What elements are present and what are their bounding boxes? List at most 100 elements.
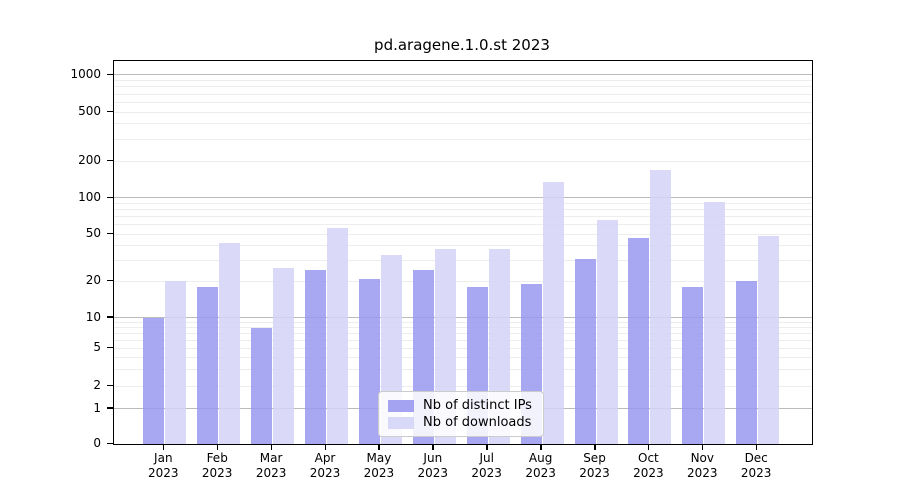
x-tick-mark bbox=[378, 445, 380, 450]
bar-downloads bbox=[596, 219, 618, 444]
bar-downloads bbox=[758, 236, 780, 444]
bar-distinct-ips bbox=[574, 258, 596, 444]
x-tick-mark bbox=[755, 445, 758, 450]
month-label: Apr bbox=[314, 451, 336, 465]
minor-gridline bbox=[114, 280, 812, 282]
y-tick-mark bbox=[106, 442, 113, 444]
x-tick-label: May 2023 bbox=[352, 451, 406, 481]
x-tick-mark bbox=[324, 445, 326, 450]
y-tick-mark bbox=[106, 384, 113, 386]
minor-gridline bbox=[114, 233, 812, 235]
minor-gridline bbox=[114, 356, 812, 358]
y-tick-mark bbox=[106, 346, 113, 349]
x-tick-label: Jun 2023 bbox=[406, 451, 460, 481]
y-tick-label: 2 bbox=[93, 378, 101, 392]
minor-gridline bbox=[114, 385, 812, 387]
x-tick-label: Apr 2023 bbox=[298, 451, 352, 481]
minor-gridline bbox=[114, 160, 812, 162]
month-label: Nov bbox=[690, 451, 714, 465]
x-tick-mark bbox=[162, 445, 165, 450]
x-tick-label: Jul 2023 bbox=[460, 451, 514, 481]
legend-swatch-distinct-ips bbox=[388, 399, 414, 412]
minor-gridline bbox=[114, 224, 812, 226]
month-label: Oct bbox=[638, 451, 659, 465]
y-tick-label: 10 bbox=[85, 309, 101, 324]
month-label: Feb bbox=[206, 451, 228, 465]
minor-gridline bbox=[114, 332, 812, 334]
major-gridline bbox=[114, 317, 812, 319]
chart-title: pd.aragene.1.0.st 2023 bbox=[374, 36, 550, 54]
year-label: 2023 bbox=[363, 466, 395, 480]
bar-downloads bbox=[704, 202, 726, 444]
minor-gridline bbox=[114, 80, 812, 82]
bar-distinct-ips bbox=[143, 317, 165, 444]
year-label: 2023 bbox=[525, 466, 556, 480]
legend-label-downloads: Nb of downloads bbox=[423, 415, 532, 430]
x-tick-label: Dec 2023 bbox=[729, 451, 783, 481]
year-label: 2023 bbox=[579, 466, 610, 480]
y-tick-label: 1000 bbox=[70, 67, 101, 81]
bar-distinct-ips bbox=[358, 278, 380, 444]
year-label: 2023 bbox=[309, 466, 341, 480]
bar-distinct-ips bbox=[197, 286, 219, 444]
y-tick-label: 0 bbox=[93, 436, 101, 450]
y-tick-label: 100 bbox=[78, 190, 101, 204]
minor-gridline bbox=[114, 347, 812, 349]
x-tick-mark bbox=[701, 445, 704, 450]
x-tick-label: Aug 2023 bbox=[514, 451, 568, 481]
x-tick-mark bbox=[216, 445, 219, 450]
x-tick-mark bbox=[540, 445, 542, 450]
bar-downloads bbox=[327, 228, 348, 444]
x-tick-label: Feb 2023 bbox=[190, 451, 244, 481]
y-tick-mark bbox=[106, 316, 113, 318]
legend-label-distinct-ips: Nb of distinct IPs bbox=[423, 398, 532, 413]
minor-gridline bbox=[114, 93, 812, 95]
minor-gridline bbox=[114, 123, 812, 125]
legend-item-downloads: Nb of downloads bbox=[388, 414, 534, 431]
year-label: 2023 bbox=[687, 466, 718, 480]
bar-downloads bbox=[165, 281, 187, 444]
x-tick-mark bbox=[486, 445, 488, 450]
x-tick-label: Nov 2023 bbox=[675, 451, 729, 481]
plot-area bbox=[113, 60, 813, 445]
month-label: Mar bbox=[259, 451, 283, 465]
y-tick-label: 200 bbox=[78, 153, 101, 167]
bar-distinct-ips bbox=[628, 238, 650, 444]
major-gridline bbox=[114, 74, 812, 76]
x-tick-mark bbox=[647, 445, 650, 450]
y-tick-mark bbox=[106, 73, 113, 75]
month-label: Jul bbox=[479, 451, 494, 465]
x-tick-mark bbox=[594, 445, 596, 450]
month-label: Jun bbox=[423, 451, 443, 465]
x-tick-label: Oct 2023 bbox=[621, 451, 675, 481]
bar-distinct-ips bbox=[305, 269, 326, 444]
minor-gridline bbox=[114, 259, 812, 261]
year-label: 2023 bbox=[633, 466, 664, 480]
bar-downloads bbox=[542, 181, 564, 444]
year-label: 2023 bbox=[255, 466, 287, 480]
y-tick-label: 50 bbox=[85, 226, 101, 240]
minor-gridline bbox=[114, 209, 812, 211]
bar-downloads bbox=[219, 242, 241, 444]
y-tick-mark bbox=[106, 232, 113, 234]
minor-gridline bbox=[114, 216, 812, 218]
minor-gridline bbox=[114, 202, 812, 204]
minor-gridline bbox=[114, 327, 812, 329]
y-tick-label: 20 bbox=[85, 273, 101, 287]
major-gridline bbox=[114, 197, 812, 199]
minor-gridline bbox=[114, 101, 812, 103]
legend-item-distinct-ips: Nb of distinct IPs bbox=[388, 397, 534, 414]
y-tick-label: 500 bbox=[78, 104, 101, 118]
x-tick-mark bbox=[270, 445, 273, 450]
legend: Nb of distinct IPs Nb of downloads bbox=[378, 391, 544, 437]
y-tick-mark bbox=[106, 110, 113, 112]
y-tick-mark bbox=[106, 279, 113, 281]
y-tick-mark bbox=[106, 196, 113, 198]
x-tick-mark bbox=[432, 445, 434, 450]
year-label: 2023 bbox=[740, 466, 772, 480]
x-tick-label: Sep 2023 bbox=[568, 451, 622, 481]
y-tick-mark bbox=[106, 407, 113, 409]
minor-gridline bbox=[114, 368, 812, 370]
month-label: Sep bbox=[583, 451, 606, 465]
